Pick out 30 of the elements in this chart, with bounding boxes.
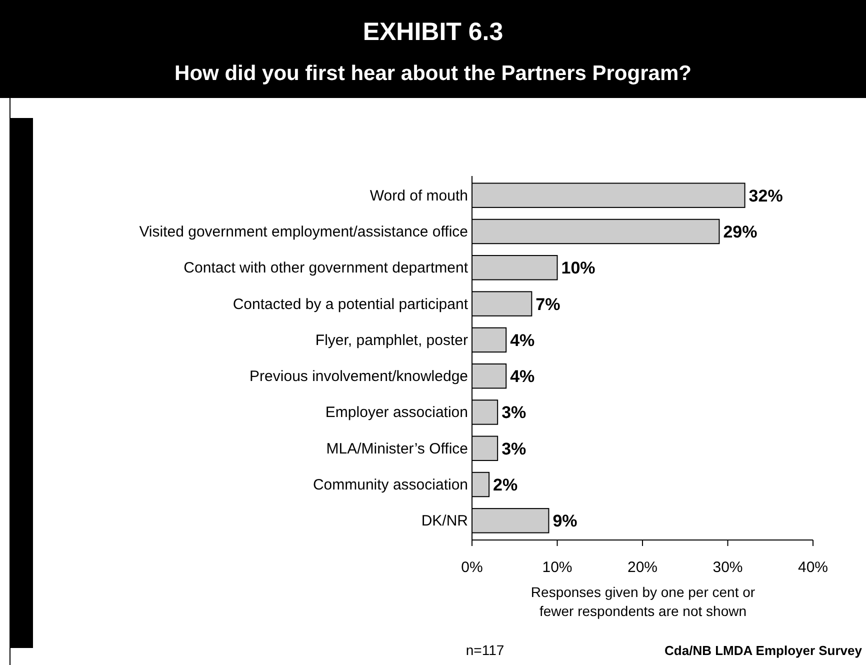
- data-label: 9%: [552, 512, 578, 531]
- y-tick-label: DK/NR: [421, 512, 468, 530]
- x-tick-label: 0%: [461, 559, 483, 576]
- data-label: 4%: [510, 367, 535, 386]
- y-tick-label: Visited government employment/assistance office: [139, 223, 468, 240]
- chart-subtitle: How did you first hear about the Partners Program?: [174, 62, 692, 85]
- data-label: 32%: [748, 186, 783, 206]
- data-label: 2%: [493, 476, 518, 495]
- chart-title: EXHIBIT 6.3: [362, 18, 504, 46]
- text: Cda/NB LMDA Employer Survey: [664, 643, 863, 658]
- x-tick-label: 30%: [712, 559, 743, 576]
- y-tick-label: Community association: [312, 476, 468, 494]
- text: n=117: [466, 642, 504, 658]
- y-tick-label: Contacted by a potential participant: [232, 296, 469, 313]
- data-label: 4%: [510, 330, 535, 350]
- x-tick-label: 20%: [627, 559, 658, 576]
- y-tick-label: MLA/Minister’s Office: [326, 440, 468, 458]
- y-tick-label: Word of mouth: [370, 187, 468, 204]
- data-label: 10%: [561, 258, 596, 278]
- y-tick-label: Previous involvement/knowledge: [250, 368, 468, 386]
- text: Responses given by one per cent or fewer respondents are not shown: [530, 584, 756, 619]
- y-tick-label: Employer association: [325, 404, 468, 422]
- data-label: 3%: [502, 403, 526, 422]
- x-tick-label: 40%: [798, 559, 828, 576]
- y-tick-label: Contact with other government department: [184, 260, 469, 277]
- y-tick-label: Flyer, pamphlet, poster: [315, 332, 468, 349]
- data-label: 29%: [723, 222, 758, 242]
- x-tick-label: 10%: [542, 559, 572, 576]
- data-label: 3%: [502, 439, 526, 458]
- data-label: 7%: [536, 294, 560, 314]
